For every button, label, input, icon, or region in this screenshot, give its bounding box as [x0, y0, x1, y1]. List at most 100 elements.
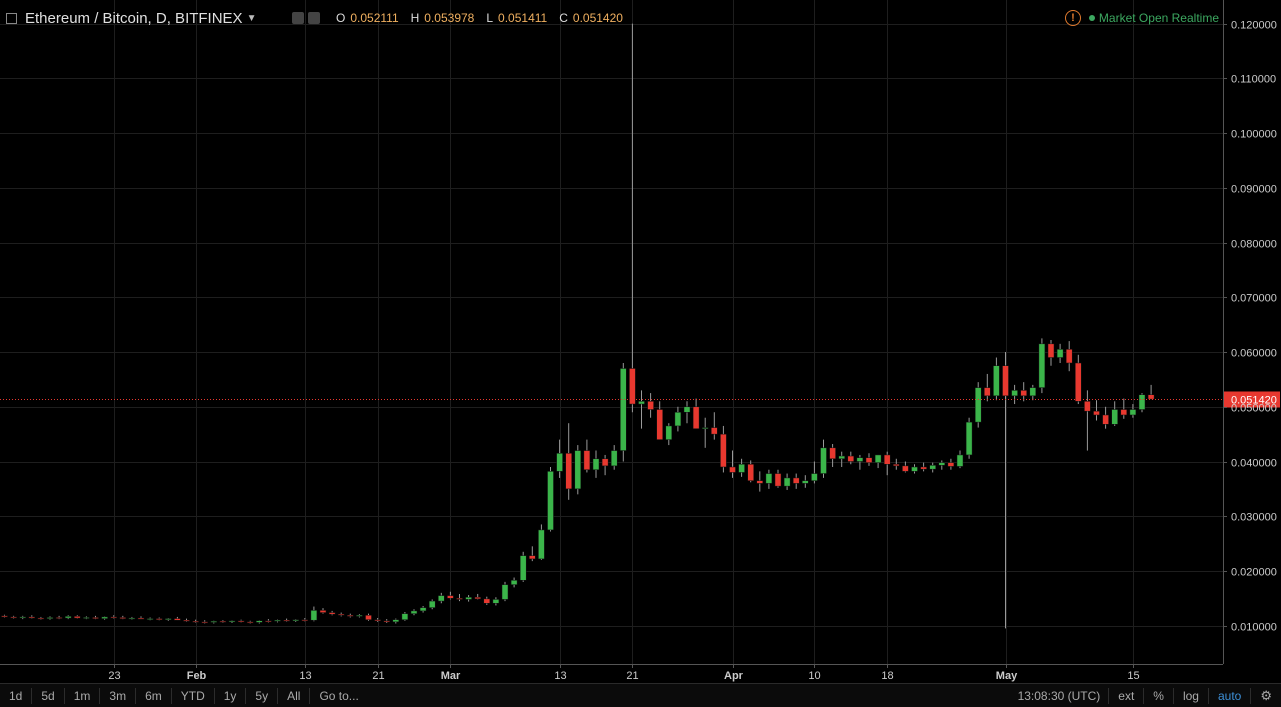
warning-icon[interactable]: ! [1064, 10, 1081, 26]
candle-body [1002, 365, 1009, 397]
time-axis[interactable]: 23 Feb 13 21 Mar 13 21 Apr 10 18 May 15 [108, 664, 1140, 682]
range-button[interactable]: All [287, 688, 301, 703]
candle-body [720, 433, 727, 468]
candle [337, 612, 345, 617]
candle [28, 615, 36, 619]
caret-down-icon[interactable]: ▼ [246, 12, 257, 24]
candle [1084, 390, 1091, 451]
range-button[interactable]: 3m [109, 688, 127, 703]
range-button[interactable]: 6m [145, 688, 162, 703]
candle [874, 454, 882, 469]
candle-body [428, 600, 436, 608]
gear-icon[interactable]: ⚙ [1260, 688, 1272, 703]
toolbar-divider [1250, 688, 1252, 704]
candle [674, 406, 682, 432]
candle-body [74, 616, 81, 619]
candle-body [701, 427, 709, 429]
candle-body [1038, 343, 1046, 388]
high-key: H [410, 11, 420, 25]
candle [529, 546, 536, 562]
candle [638, 390, 645, 429]
auto-toggle[interactable]: auto [1217, 689, 1242, 703]
price-tick-label: 0.100000 [1231, 129, 1277, 141]
range-button[interactable]: 1d [9, 688, 23, 703]
ext-toggle[interactable]: ext [1118, 689, 1135, 703]
candle-body [674, 412, 682, 427]
candle [1102, 406, 1109, 429]
candle [920, 462, 927, 472]
bottom-toolbar: 1d 5d 1m 3m 6m YTD 1y 5y All Go to... 13… [0, 683, 1281, 707]
candle-body [929, 465, 936, 470]
toolbar-divider [277, 687, 279, 704]
clock[interactable]: 13:08:30 (UTC) [1017, 689, 1101, 703]
candle-body [1047, 343, 1055, 358]
candle [501, 581, 509, 602]
symbol-title[interactable]: Ethereum / Bitcoin, D, BITFINEX ▼ [6, 8, 256, 28]
candle-body [610, 450, 618, 467]
candle [665, 423, 673, 446]
price-tick-label: 0.110000 [1231, 74, 1276, 86]
settings-icon[interactable] [308, 12, 320, 24]
collapse-icon[interactable] [6, 12, 17, 24]
range-button[interactable]: 5d [41, 688, 55, 703]
time-tick-label: Mar [441, 670, 461, 682]
market-status[interactable]: ! Market Open Realtime [1064, 8, 1219, 28]
market-status-label: Market Open [1098, 11, 1169, 25]
close-key: C [559, 11, 568, 25]
range-button[interactable]: 1y [223, 688, 237, 703]
toolbar-divider [1143, 688, 1145, 704]
candle-body [883, 454, 891, 465]
eye-icon[interactable] [292, 12, 304, 24]
candle [1065, 341, 1073, 372]
symbol-label: Ethereum / Bitcoin, D, BITFINEX [25, 9, 243, 27]
candle-body [92, 617, 99, 619]
candle-body [729, 466, 736, 473]
candle [829, 443, 836, 467]
close-value: 0.051420 [572, 11, 623, 25]
candle [947, 458, 955, 470]
candle-body [1093, 410, 1100, 416]
candle-body [984, 387, 991, 397]
candle [10, 615, 17, 619]
time-tick-label: Feb [187, 670, 207, 682]
candle [720, 425, 727, 473]
candle [55, 615, 63, 620]
log-toggle[interactable]: log [1182, 689, 1199, 703]
candle [893, 458, 900, 470]
candle-body [1138, 394, 1146, 410]
candle [1047, 340, 1055, 366]
candle [984, 373, 991, 402]
candle-body [28, 616, 36, 619]
candle-body [711, 427, 718, 435]
candle-body [192, 621, 199, 623]
price-tick-label: 0.020000 [1231, 567, 1277, 579]
toolbar-right: 13:08:30 (UTC) ext % log auto ⚙ [1010, 684, 1281, 707]
price-chart[interactable]: 0.051420 0.010000 0.020000 0.030000 0.04000… [0, 0, 1281, 683]
candle-body [110, 616, 117, 619]
candle [401, 612, 409, 621]
goto-button[interactable]: Go to... [319, 688, 359, 703]
candle-body [665, 425, 673, 440]
candle [620, 362, 627, 462]
range-button[interactable]: 5y [255, 688, 269, 703]
candle [838, 451, 845, 467]
candle [574, 445, 582, 495]
percent-toggle[interactable]: % [1153, 689, 1164, 703]
status-dot-icon [1088, 15, 1095, 21]
price-tick-label: 0.120000 [1231, 20, 1277, 32]
candle-body [592, 458, 600, 470]
price-axis[interactable]: 0.010000 0.020000 0.030000 0.040000 0.050000… [1223, 20, 1277, 634]
feed-label: Realtime [1171, 11, 1219, 25]
candle-body [538, 529, 545, 560]
candle-body [483, 598, 491, 604]
candle-body [438, 595, 445, 602]
candle-body [556, 453, 563, 472]
candle-body [783, 477, 791, 487]
toolbar-divider [245, 687, 247, 704]
candle-body [802, 480, 809, 484]
candle-body [210, 621, 218, 623]
range-button[interactable]: 1m [73, 688, 91, 703]
candle [438, 592, 445, 604]
range-button[interactable]: YTD [180, 688, 205, 703]
candle-body [747, 463, 754, 481]
